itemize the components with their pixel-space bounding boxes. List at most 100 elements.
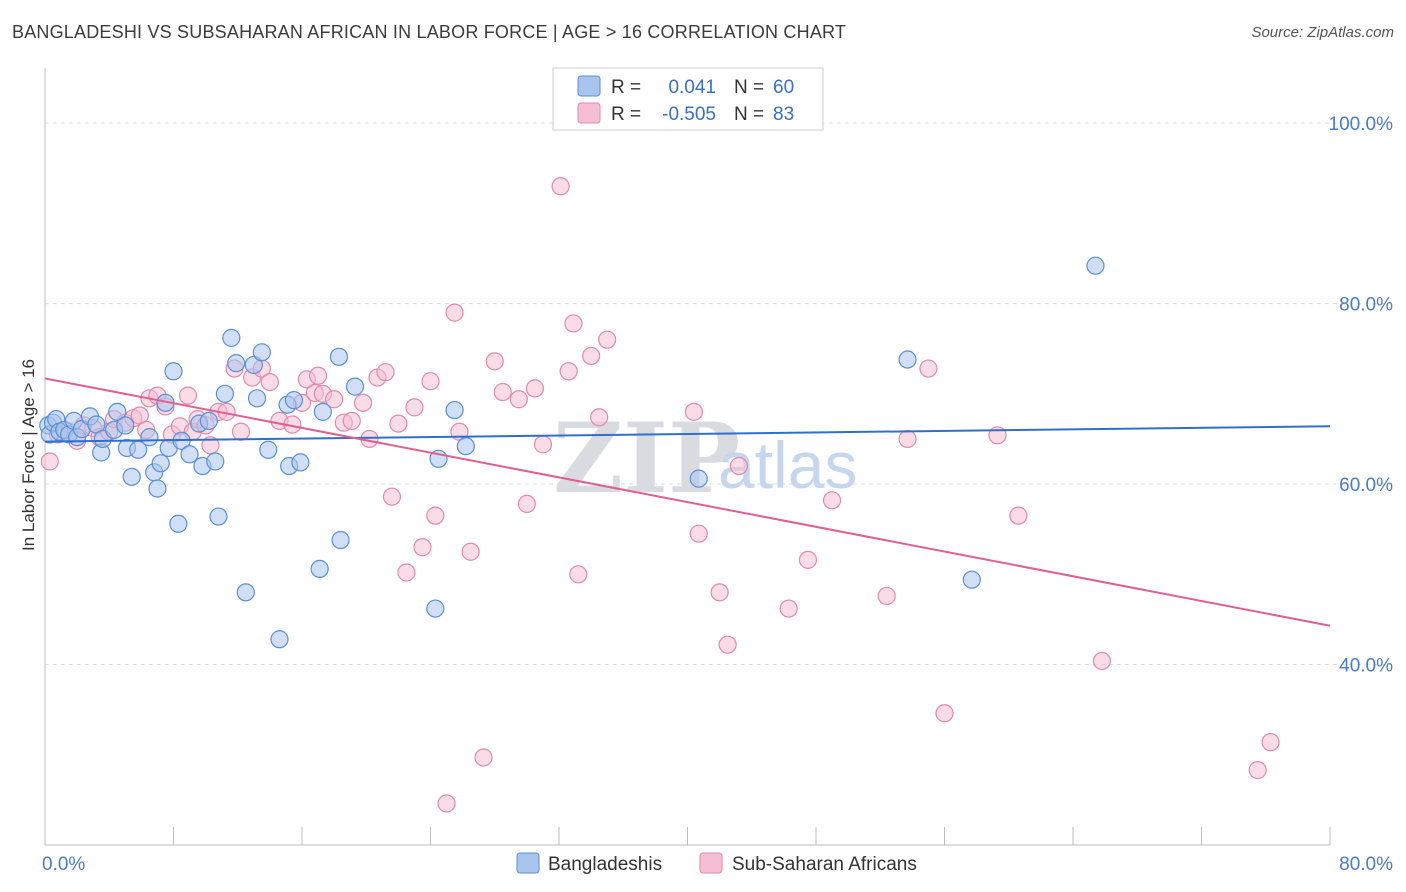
- legend-r-value-1: 0.041: [668, 77, 716, 98]
- bangladeshi-point: [236, 583, 255, 602]
- bangladeshi-point: [140, 428, 159, 447]
- x-tick-label: 80.0%: [1339, 854, 1393, 875]
- subsaharan-point: [779, 599, 798, 618]
- y-tick-label: 60.0%: [1339, 475, 1393, 496]
- subsaharan-point: [40, 452, 59, 471]
- bangladeshi-point: [227, 354, 246, 373]
- trend-layer: [44, 377, 1331, 627]
- bangladeshi-point: [313, 402, 332, 421]
- subsaharan-point: [689, 524, 708, 543]
- bottom-legend-label-subsaharan: Sub-Saharan Africans: [732, 854, 917, 875]
- subsaharan-point: [517, 494, 536, 514]
- bangladeshi-point: [122, 467, 141, 486]
- y-tick-label: 100.0%: [1329, 114, 1394, 135]
- legend-n-value-1: 60: [773, 77, 794, 98]
- bangladeshi-point: [310, 559, 329, 578]
- subsaharan-point: [376, 363, 395, 382]
- x-tick-label: 0.0%: [42, 854, 85, 875]
- subsaharan-point: [231, 422, 251, 441]
- bangladeshi-point: [259, 440, 278, 459]
- subsaharan-point: [898, 429, 917, 449]
- subsaharan-point: [437, 794, 456, 813]
- subsaharan-point: [201, 436, 220, 455]
- subsaharan-point: [493, 382, 512, 402]
- subsaharan-point: [509, 390, 528, 409]
- subsaharan-point: [729, 456, 749, 476]
- subsaharan-point: [551, 177, 570, 196]
- legend-swatch-pink: [577, 102, 601, 124]
- bangladeshi-point: [1086, 256, 1105, 275]
- bangladeshi-point: [180, 445, 199, 464]
- subsaharan-point: [919, 359, 938, 378]
- subsaharan-point: [405, 398, 424, 417]
- axes-layer: 100.0% 80.0% 60.0% 40.0% 0.0% 80.0%: [42, 68, 1393, 875]
- bangladeshi-point: [199, 411, 218, 430]
- bottom-legend-swatch-blue: [516, 852, 540, 874]
- watermark: ZIP atlas: [553, 402, 857, 515]
- subsaharan-point: [525, 379, 545, 398]
- subsaharan-point: [389, 414, 408, 433]
- bangladeshi-point: [345, 377, 365, 396]
- subsaharan-point: [582, 346, 601, 366]
- subsaharan-point: [1261, 733, 1280, 752]
- y-axis-title: In Labor Force | Age > 16: [19, 359, 38, 551]
- bangladeshi-trend-line: [44, 425, 1331, 443]
- subsaharan-point: [421, 372, 440, 391]
- bangladeshi-point: [164, 362, 183, 381]
- top-legend: R = 0.041 N = 60 R = -0.505 N = 83: [552, 67, 824, 131]
- watermark-zip: ZIP: [553, 402, 740, 515]
- subsaharan-point: [569, 565, 588, 584]
- bangladeshi-point: [252, 343, 271, 362]
- bangladeshi-point: [116, 416, 135, 435]
- subsaharan-point: [559, 362, 578, 381]
- bangladeshi-point: [456, 437, 475, 456]
- subsaharan-trend-line: [44, 377, 1331, 627]
- legend-r-label-2: R =: [611, 104, 641, 125]
- subsaharan-point: [178, 386, 198, 405]
- points-layer: [39, 177, 1280, 813]
- legend-r-value-2: -0.505: [662, 104, 716, 125]
- subsaharan-point: [353, 393, 373, 412]
- y-tick-label: 40.0%: [1339, 656, 1393, 677]
- subsaharan-point: [474, 748, 493, 767]
- bangladeshi-point: [426, 599, 445, 618]
- y-tick-label: 80.0%: [1339, 295, 1393, 316]
- bangladeshi-point: [898, 350, 917, 369]
- bangladeshi-point: [247, 389, 267, 408]
- bangladeshi-point: [222, 328, 241, 347]
- bangladeshi-point: [284, 391, 304, 410]
- bottom-legend-swatch-pink: [699, 852, 723, 874]
- subsaharan-point: [798, 550, 818, 569]
- legend-n-label-2: N =: [734, 104, 764, 125]
- bottom-legend-label-bangladeshis: Bangladeshis: [548, 854, 662, 875]
- subsaharan-point: [445, 303, 464, 322]
- subsaharan-point: [485, 352, 504, 371]
- bangladeshi-point: [270, 630, 289, 649]
- subsaharan-point: [718, 635, 737, 654]
- bangladeshi-point: [445, 400, 464, 420]
- subsaharan-point: [260, 372, 279, 392]
- subsaharan-point: [426, 506, 445, 525]
- subsaharan-point: [1092, 651, 1112, 671]
- subsaharan-point: [877, 586, 896, 606]
- subsaharan-point: [397, 563, 416, 582]
- bangladeshi-point: [169, 514, 188, 533]
- bangladeshi-point: [215, 384, 234, 403]
- bangladeshi-point: [151, 454, 170, 473]
- subsaharan-point: [684, 402, 704, 421]
- legend-n-value-2: 83: [773, 104, 794, 125]
- bangladeshi-point: [329, 347, 349, 366]
- subsaharan-point: [382, 487, 402, 506]
- legend-n-label-1: N =: [734, 77, 764, 98]
- subsaharan-point: [564, 314, 583, 333]
- bangladeshi-point: [331, 530, 350, 550]
- subsaharan-point: [533, 435, 553, 454]
- subsaharan-point: [590, 408, 609, 427]
- bangladeshi-point: [689, 469, 708, 488]
- subsaharan-point: [413, 538, 432, 557]
- bangladeshi-point: [962, 570, 981, 589]
- bottom-legend: Bangladeshis Sub-Saharan Africans: [516, 852, 917, 875]
- subsaharan-point: [710, 583, 729, 602]
- subsaharan-point: [935, 704, 954, 723]
